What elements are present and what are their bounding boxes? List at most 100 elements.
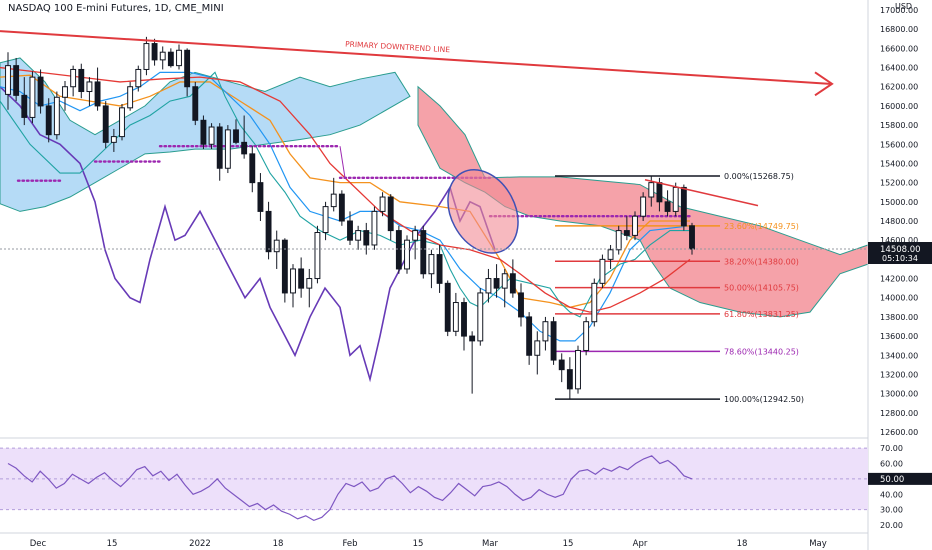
candle-body (355, 230, 362, 241)
candle-body (119, 107, 125, 138)
candle-body (257, 182, 264, 212)
candle-body (566, 369, 573, 390)
countdown-badge: 05:10:34 (882, 254, 918, 263)
short-resistance-line (644, 178, 759, 207)
candle-body (363, 230, 370, 246)
candle-body (29, 76, 36, 118)
candle-body (583, 321, 590, 351)
candle-body (648, 182, 655, 198)
candle-body (37, 76, 44, 107)
price-tick-label: 16800.00 (880, 25, 918, 34)
price-tick-label: 14600.00 (880, 236, 918, 245)
candle-body (224, 129, 231, 169)
candle-body (151, 43, 158, 61)
price-tick-label: 15400.00 (880, 159, 918, 168)
candle-body (241, 141, 248, 155)
candle-body (13, 65, 20, 96)
candle-body (428, 254, 435, 275)
price-tick-label: 13000.00 (880, 390, 918, 399)
candle-body (501, 273, 508, 289)
candle-body (518, 292, 524, 318)
fib-level-label: 61.80%(13831.25) (724, 310, 799, 319)
candle-body (249, 153, 256, 184)
candle-body (62, 86, 68, 98)
candle-body (200, 119, 207, 145)
price-tick-label: 15600.00 (880, 140, 918, 149)
candle-body (338, 193, 345, 222)
candle-body (53, 96, 60, 136)
candle-body (387, 196, 394, 232)
highlight-ellipse (447, 169, 519, 254)
candle-body (656, 182, 663, 203)
candle-body (322, 206, 329, 234)
time-tick-label: 18 (737, 539, 748, 549)
price-tick-label: 16600.00 (880, 44, 918, 53)
candle-body (347, 220, 353, 241)
candle-body (632, 215, 638, 236)
candle-body (314, 232, 321, 280)
candle-body (575, 349, 581, 390)
price-tick-label: 15000.00 (880, 198, 918, 207)
time-tick-label: Dec (30, 539, 47, 549)
candle-body (607, 249, 614, 260)
rsi-badge: 50.00 (880, 475, 904, 485)
candle-body (420, 230, 427, 275)
candle-body (143, 43, 150, 70)
candle-body (273, 239, 280, 253)
candle-body (469, 335, 476, 342)
price-badge: 14508.00 (880, 245, 921, 255)
candle-body (102, 105, 109, 143)
kijun-dots-join (339, 146, 346, 178)
rsi-line (7, 455, 693, 522)
price-tick-label: 15200.00 (880, 179, 918, 188)
rsi-tick-label: 60.00 (880, 460, 903, 469)
candle-body (306, 278, 313, 289)
candle-body (664, 201, 671, 212)
candle-body (542, 321, 549, 342)
price-badge-bg (868, 242, 932, 265)
time-tick-label: Feb (342, 539, 357, 549)
candle-body (623, 230, 630, 236)
candle-body (379, 196, 386, 212)
price-tick-label: 12800.00 (880, 409, 918, 418)
candle-body (509, 273, 516, 294)
candle-body (477, 292, 484, 342)
candle-body (558, 359, 565, 371)
candle-body (233, 129, 239, 143)
downtrend-arrowhead (814, 71, 834, 97)
time-tick-label: 18 (273, 539, 284, 549)
price-tick-label: 15800.00 (880, 121, 918, 130)
candle-body (640, 196, 647, 217)
candle-body (550, 321, 557, 361)
candle-body (94, 81, 101, 107)
rsi-tick-label: 30.00 (880, 506, 903, 515)
price-tick-label: 17000.00 (880, 6, 918, 15)
fib-level-label: 23.60%(14749.75) (724, 222, 799, 231)
candle-body (78, 68, 85, 93)
candle-body (371, 210, 378, 246)
price-pane (0, 0, 868, 438)
candle-body (298, 268, 305, 289)
primary-downtrend-line (0, 30, 831, 85)
candle-body (534, 340, 541, 356)
candle-body (591, 282, 598, 323)
rsi-tick-label: 70.00 (880, 444, 903, 453)
price-tick-label: 16000.00 (880, 102, 918, 111)
fib-level-label: 50.00%(14105.75) (724, 284, 799, 293)
time-tick-label: 15 (107, 539, 118, 549)
price-tick-label: 13800.00 (880, 313, 918, 322)
time-tick-label: Apr (633, 539, 648, 549)
candle-body (45, 105, 52, 136)
candle-body (208, 126, 215, 145)
candle-body (599, 258, 606, 284)
candle-body (436, 254, 443, 284)
rsi-tick-label: 40.00 (880, 490, 903, 499)
candle-body (615, 230, 622, 251)
candle-body (265, 210, 272, 253)
price-tick-label: 14200.00 (880, 275, 918, 284)
candle-body (5, 65, 11, 95)
candle-body (452, 302, 459, 332)
candle-body (192, 86, 199, 121)
candle-body (395, 230, 402, 270)
